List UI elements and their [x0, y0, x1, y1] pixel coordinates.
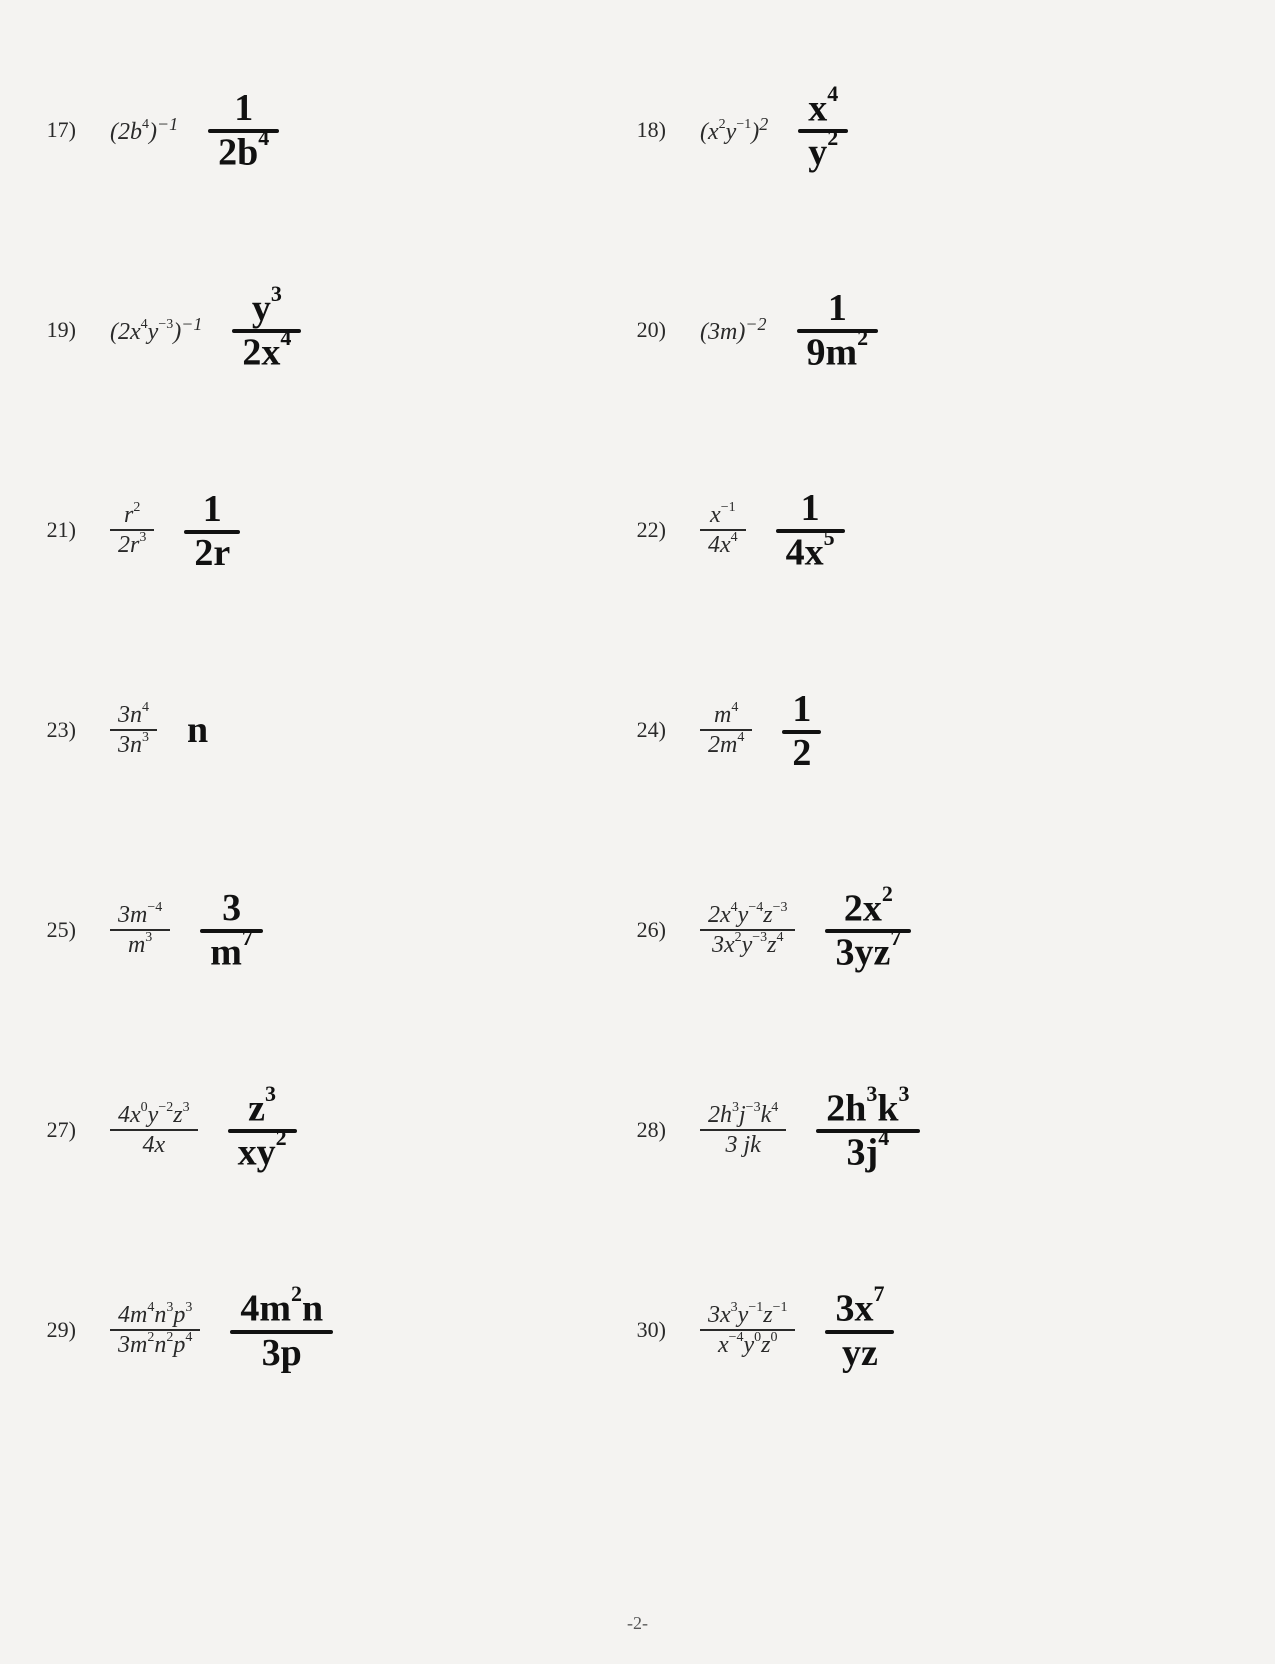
problem-number: 30): [630, 1317, 670, 1343]
handwritten-answer: 12b4: [208, 86, 279, 174]
problem-20: 20) (3m)−2 19m2: [630, 230, 1220, 430]
handwritten-answer: 2h3k33j4: [816, 1086, 919, 1174]
worksheet-page: 17) (2b4)−1 12b4 18) (x2y−1)2 x4y2 19) (2x4y−3)…: [0, 0, 1275, 1664]
handwritten-answer: x4y2: [798, 86, 848, 174]
problem-expression: 4m4n3p33m2n2p4: [110, 1301, 200, 1359]
handwritten-answer: 3x7yz: [825, 1287, 894, 1374]
handwritten-answer: 19m2: [797, 286, 879, 374]
handwritten-answer: 4m2n3p: [230, 1287, 333, 1374]
problem-number: 28): [630, 1117, 670, 1143]
problem-expression: (2x4y−3)−1: [110, 314, 202, 346]
problem-expression: 2h3j−3k43 jk: [700, 1101, 786, 1159]
problem-number: 24): [630, 717, 670, 743]
problem-number: 25): [40, 917, 80, 943]
problem-expression: 3x3y−1z−1x−4y0z0: [700, 1301, 795, 1359]
handwritten-answer: y32x4: [232, 286, 301, 374]
problem-17: 17) (2b4)−1 12b4: [40, 30, 630, 230]
problem-expression: x−14x4: [700, 501, 746, 559]
problem-22: 22) x−14x4 14x5: [630, 430, 1220, 630]
handwritten-answer: 14x5: [776, 486, 845, 574]
problem-number: 27): [40, 1117, 80, 1143]
handwritten-answer: 2x23yz7: [825, 886, 911, 974]
problem-expression: (3m)−2: [700, 314, 767, 346]
problem-number: 23): [40, 717, 80, 743]
problem-21: 21) r22r3 12r: [40, 430, 630, 630]
problem-number: 22): [630, 517, 670, 543]
handwritten-answer: z3xy2: [228, 1086, 297, 1174]
problem-expression: 2x4y−4z−33x2y−3z4: [700, 901, 795, 959]
problem-number: 21): [40, 517, 80, 543]
problem-number: 18): [630, 117, 670, 143]
problem-29: 29) 4m4n3p33m2n2p4 4m2n3p: [40, 1230, 630, 1430]
handwritten-answer: 12r: [184, 487, 240, 574]
problem-expression: 3n43n3: [110, 701, 157, 759]
handwritten-answer: n: [187, 708, 208, 752]
problem-30: 30) 3x3y−1z−1x−4y0z0 3x7yz: [630, 1230, 1220, 1430]
problem-expression: (2b4)−1: [110, 114, 178, 146]
problem-number: 29): [40, 1317, 80, 1343]
handwritten-answer: 12: [782, 687, 821, 774]
problem-expression: (x2y−1)2: [700, 114, 768, 146]
problem-expression: 4x0y−2z34x: [110, 1101, 198, 1159]
problem-number: 17): [40, 117, 80, 143]
problem-25: 25) 3m−4m3 3m7: [40, 830, 630, 1030]
problem-28: 28) 2h3j−3k43 jk 2h3k33j4: [630, 1030, 1220, 1230]
problem-number: 26): [630, 917, 670, 943]
problem-26: 26) 2x4y−4z−33x2y−3z4 2x23yz7: [630, 830, 1220, 1030]
problems-grid: 17) (2b4)−1 12b4 18) (x2y−1)2 x4y2 19) (2x4y−3)…: [40, 30, 1220, 1430]
problem-number: 20): [630, 317, 670, 343]
problem-24: 24) m42m4 12: [630, 630, 1220, 830]
page-number: -2-: [0, 1613, 1275, 1634]
problem-23: 23) 3n43n3 n: [40, 630, 630, 830]
problem-19: 19) (2x4y−3)−1 y32x4: [40, 230, 630, 430]
problem-expression: m42m4: [700, 701, 752, 759]
problem-number: 19): [40, 317, 80, 343]
problem-27: 27) 4x0y−2z34x z3xy2: [40, 1030, 630, 1230]
problem-expression: 3m−4m3: [110, 901, 170, 959]
problem-expression: r22r3: [110, 501, 154, 559]
problem-18: 18) (x2y−1)2 x4y2: [630, 30, 1220, 230]
handwritten-answer: 3m7: [200, 886, 263, 974]
